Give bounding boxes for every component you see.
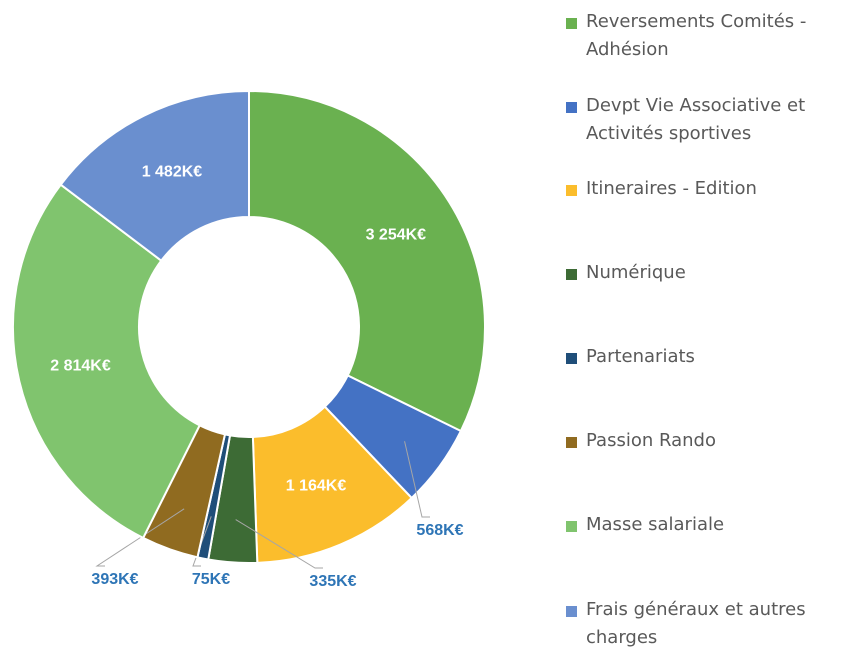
legend-swatch bbox=[566, 269, 577, 280]
leader-line bbox=[235, 519, 323, 569]
legend-label: Masse salariale bbox=[586, 514, 725, 535]
legend-swatch bbox=[566, 102, 577, 113]
legend-swatch bbox=[566, 18, 577, 29]
legend-label: Reversements Comités - Adhésion bbox=[586, 11, 807, 60]
legend-label: Numérique bbox=[586, 262, 686, 283]
legend-swatch bbox=[566, 353, 577, 364]
data-label: 568K€ bbox=[416, 522, 463, 539]
data-label: 393K€ bbox=[91, 571, 138, 588]
data-label: 2 814K€ bbox=[50, 358, 111, 375]
legend-swatch bbox=[566, 185, 577, 196]
legend-label: Frais généraux et autres charges bbox=[586, 599, 806, 648]
legend-label: Devpt Vie Associative et Activités sport… bbox=[586, 95, 806, 144]
data-label: 1 482K€ bbox=[142, 163, 203, 180]
slice bbox=[59, 89, 250, 263]
leader-line bbox=[404, 441, 430, 518]
legend-label: Partenariats bbox=[586, 346, 695, 367]
legend-label: Passion Rando bbox=[586, 430, 716, 451]
slice bbox=[12, 183, 202, 540]
data-label: 3 254K€ bbox=[366, 227, 427, 244]
legend-label: Itineraires - Edition bbox=[586, 178, 757, 199]
leader-line bbox=[192, 516, 212, 567]
legend-swatch bbox=[566, 437, 577, 448]
slice bbox=[248, 89, 486, 433]
data-label: 1 164K€ bbox=[286, 478, 347, 495]
legend-swatch bbox=[566, 521, 577, 532]
leader-line bbox=[95, 508, 185, 567]
data-label: 335K€ bbox=[309, 573, 356, 590]
legend-swatch bbox=[566, 606, 577, 617]
data-label: 75K€ bbox=[192, 571, 230, 588]
